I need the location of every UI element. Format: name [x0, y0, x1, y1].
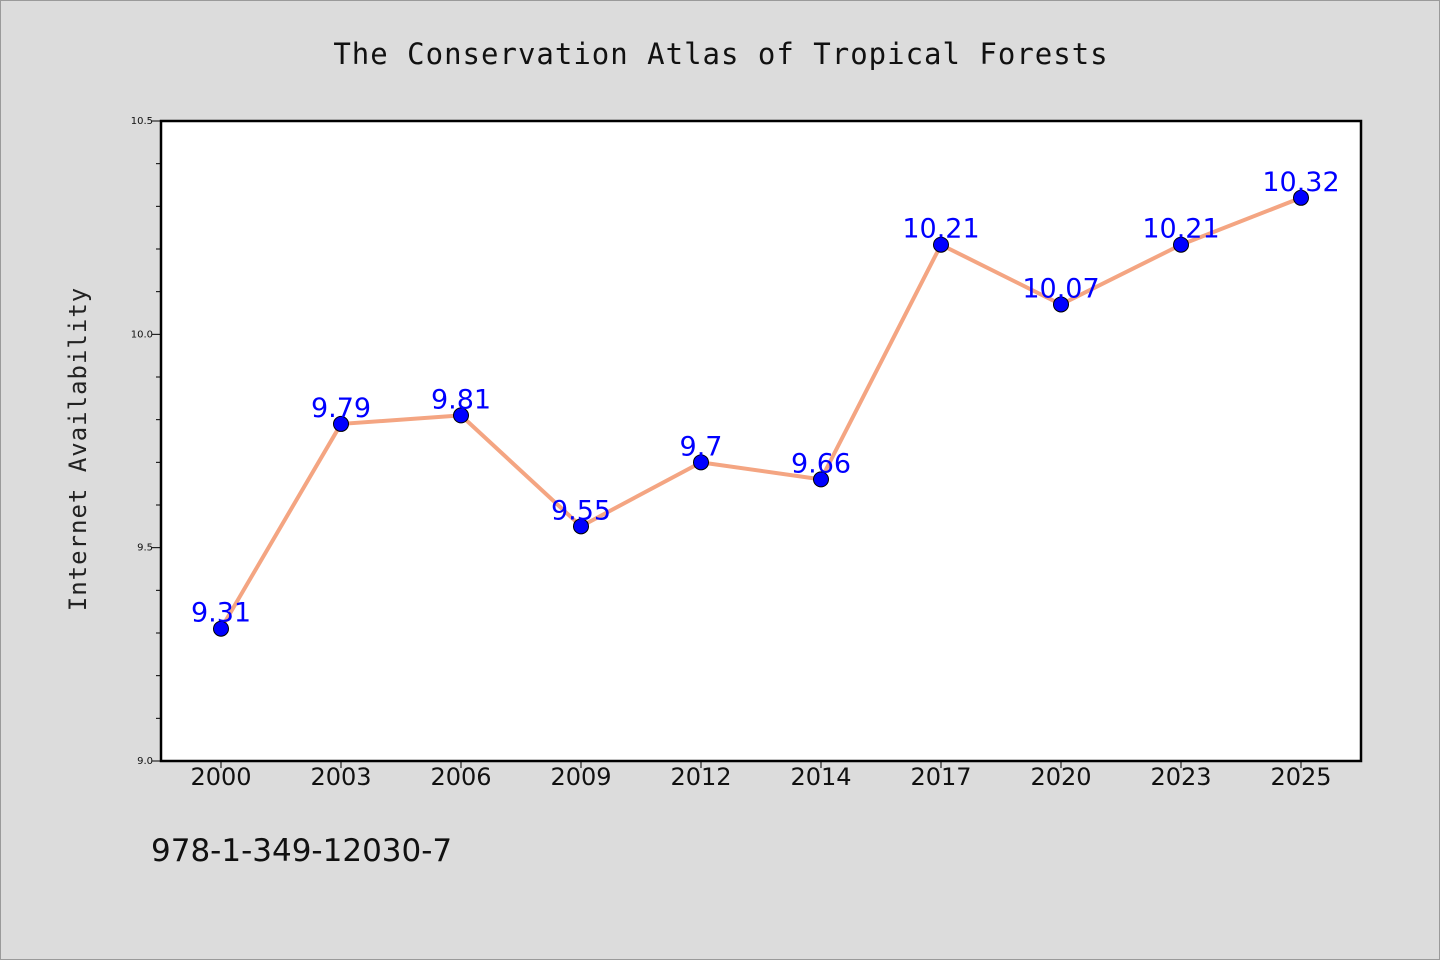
x-tick-label: 2009 — [550, 763, 611, 791]
y-tick-label: 10.0 — [131, 329, 153, 340]
y-axis-label: Internet Availability — [64, 287, 92, 611]
x-tick-label: 2025 — [1270, 763, 1331, 791]
series-group: 9.31 9.79 9.81 9.55 9.7 9.66 10.21 10.07 10.21 10… — [191, 167, 1340, 637]
data-point — [1053, 296, 1069, 313]
isbn-code: 978-1-349-12030-7 — [151, 833, 453, 869]
x-tick-label: 2003 — [310, 763, 371, 791]
y-tick-label: 10.5 — [131, 116, 153, 127]
y-tick-label: 9.5 — [137, 543, 153, 554]
y-tick-label: 9.0 — [137, 756, 153, 767]
data-label: 10.32 — [1262, 167, 1339, 198]
data-point — [573, 518, 589, 535]
data-point — [213, 620, 229, 637]
data-label: 9.7 — [680, 431, 723, 462]
x-tick-label: 2012 — [670, 763, 731, 791]
x-tick-label: 2023 — [1150, 763, 1211, 791]
data-label: 10.21 — [1142, 214, 1219, 245]
data-point — [1173, 236, 1189, 253]
x-tick-label: 2020 — [1030, 763, 1091, 791]
data-point — [933, 236, 949, 253]
data-point — [333, 415, 349, 432]
plot-area — [159, 119, 1363, 763]
data-point — [453, 407, 469, 424]
x-tick-label: 2000 — [190, 763, 251, 791]
series-line — [219, 195, 1303, 631]
data-label: 9.31 — [191, 598, 251, 629]
data-label: 9.55 — [551, 495, 611, 526]
data-point — [813, 471, 829, 488]
data-label: 10.21 — [902, 214, 979, 245]
x-tick-label: 2014 — [790, 763, 851, 791]
x-axis-ticks: 2000 2003 2006 2009 2012 2014 2017 2020 2023 2025 — [190, 761, 1332, 791]
data-point — [693, 454, 709, 471]
data-label: 10.07 — [1022, 273, 1099, 304]
data-label: 9.79 — [311, 393, 371, 424]
x-tick-label: 2017 — [910, 763, 971, 791]
y-axis-ticks: 9.0 9.5 10.0 10.5 — [131, 116, 161, 767]
data-label: 9.81 — [431, 384, 491, 415]
x-tick-label: 2006 — [430, 763, 491, 791]
data-point — [1293, 189, 1309, 206]
data-label: 9.66 — [791, 448, 851, 479]
chart-title: The Conservation Atlas of Tropical Fores… — [333, 37, 1108, 71]
